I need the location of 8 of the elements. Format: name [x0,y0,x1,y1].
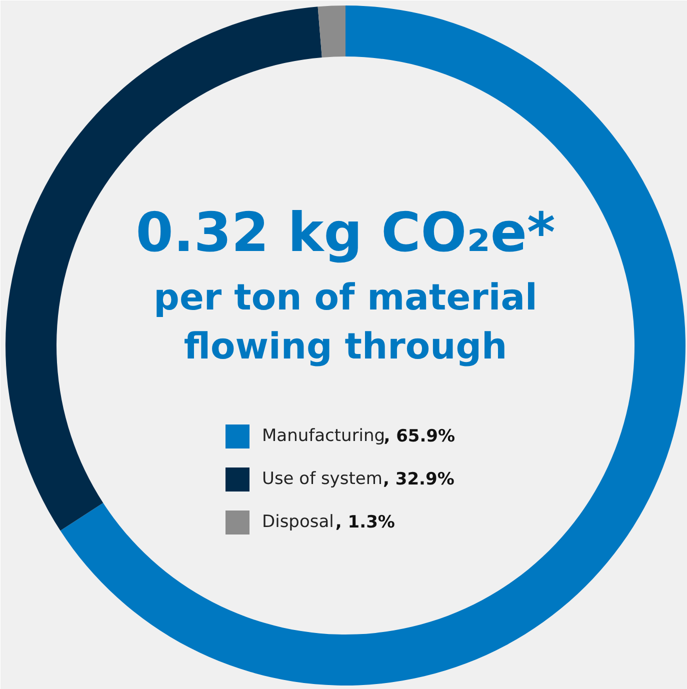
data-label: , 1.3% [335,512,395,532]
legend-label: Disposal [262,511,334,534]
legend-label: Manufacturing [262,425,386,448]
data-label: , 32.9% [383,470,454,490]
legend-label: Use of system [262,468,382,491]
text: 0.32 kg CO₂e* [136,201,556,264]
text: per ton of material flowing through [154,277,538,368]
data-label: , 65.9% [384,426,456,446]
